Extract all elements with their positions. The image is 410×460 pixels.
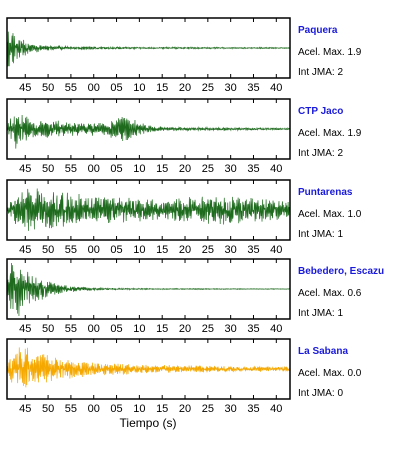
x-tick-label: 55 — [65, 244, 77, 256]
panel-3: 45 50 55 00 05 10 15 20 25 30 35 40 Bebedero, Escazu… — [6, 258, 384, 335]
x-tick-label: 50 — [42, 323, 54, 335]
x-tick-label: 10 — [133, 244, 145, 256]
x-tick-label: 25 — [202, 323, 214, 335]
station-name: La Sabana — [298, 346, 348, 357]
jma-intensity-text: Int JMA: 2 — [298, 67, 343, 78]
x-tick-label: 40 — [270, 82, 282, 94]
x-tick-label: 40 — [270, 403, 282, 415]
max-acceleration-text: Acel. Max. 0.6 — [298, 288, 362, 299]
x-tick-label: 05 — [110, 244, 122, 256]
x-tick-label: 10 — [133, 323, 145, 335]
x-tick-label: 15 — [156, 163, 168, 175]
x-axis-title: Tiempo (s) — [120, 416, 177, 430]
max-acceleration-text: Acel. Max. 1.9 — [298, 47, 362, 58]
x-tick-label: 15 — [156, 244, 168, 256]
panel-2: 45 50 55 00 05 10 15 20 25 30 35 40 Puntarenas Acel. … — [6, 179, 362, 256]
x-tick-label: 00 — [88, 323, 100, 335]
waveform-3 — [7, 263, 290, 316]
x-tick-label: 15 — [156, 323, 168, 335]
x-tick-label: 10 — [133, 163, 145, 175]
x-tick-label: 55 — [65, 163, 77, 175]
x-tick-label: 55 — [65, 82, 77, 94]
x-tick-label: 35 — [247, 403, 259, 415]
x-tick-label: 00 — [88, 403, 100, 415]
x-tick-label: 50 — [42, 244, 54, 256]
x-tick-label: 05 — [110, 163, 122, 175]
x-tick-label: 25 — [202, 82, 214, 94]
jma-intensity-text: Int JMA: 1 — [298, 308, 343, 319]
x-tick-label: 10 — [133, 82, 145, 94]
x-tick-label: 35 — [247, 163, 259, 175]
panel-frame — [6, 258, 291, 320]
max-acceleration-text: Acel. Max. 1.0 — [298, 209, 362, 220]
x-tick-label: 15 — [156, 403, 168, 415]
x-tick-label: 35 — [247, 323, 259, 335]
x-tick-label: 45 — [19, 163, 31, 175]
x-tick-label: 30 — [225, 244, 237, 256]
x-tick-label: 50 — [42, 82, 54, 94]
x-tick-label: 20 — [179, 82, 191, 94]
max-acceleration-text: Acel. Max. 1.9 — [298, 128, 362, 139]
panel-1: 45 50 55 00 05 10 15 20 25 30 35 40 CTP Jaco Acel. Ma… — [6, 98, 362, 175]
x-tick-label: 45 — [19, 244, 31, 256]
x-tick-label: 20 — [179, 244, 191, 256]
x-tick-label: 05 — [110, 82, 122, 94]
x-tick-label: 30 — [225, 323, 237, 335]
panel-frame — [6, 98, 291, 160]
max-acceleration-text: Acel. Max. 0.0 — [298, 368, 362, 379]
x-tick-label: 25 — [202, 163, 214, 175]
x-tick-label: 45 — [19, 323, 31, 335]
x-tick-label: 20 — [179, 163, 191, 175]
waveform-0 — [7, 31, 290, 67]
x-tick-label: 25 — [202, 403, 214, 415]
jma-intensity-text: Int JMA: 2 — [298, 148, 343, 159]
x-tick-label: 20 — [179, 323, 191, 335]
panel-4: 45 50 55 00 05 10 15 20 25 30 35 40 La Sabana Acel. M… — [6, 338, 362, 415]
x-tick-label: 00 — [88, 82, 100, 94]
x-tick-label: 05 — [110, 403, 122, 415]
x-tick-label: 35 — [247, 244, 259, 256]
x-tick-label: 50 — [42, 403, 54, 415]
x-tick-label: 30 — [225, 82, 237, 94]
panels-group: 45 50 55 00 05 10 15 20 25 30 35 40 Paquera Acel. Max… — [6, 17, 384, 415]
station-name: Bebedero, Escazu — [298, 266, 384, 277]
x-tick-label: 00 — [88, 163, 100, 175]
x-tick-label: 35 — [247, 82, 259, 94]
waveform-4 — [7, 347, 290, 388]
x-tick-label: 30 — [225, 403, 237, 415]
x-tick-label: 40 — [270, 244, 282, 256]
x-tick-label: 05 — [110, 323, 122, 335]
panel-0: 45 50 55 00 05 10 15 20 25 30 35 40 Paquera Acel. Max… — [6, 17, 362, 94]
panel-frame — [6, 179, 291, 241]
jma-intensity-text: Int JMA: 0 — [298, 388, 343, 399]
x-tick-label: 10 — [133, 403, 145, 415]
jma-intensity-text: Int JMA: 1 — [298, 229, 343, 240]
x-tick-label: 45 — [19, 403, 31, 415]
x-tick-label: 45 — [19, 82, 31, 94]
x-tick-label: 40 — [270, 323, 282, 335]
waveform-1 — [7, 114, 290, 149]
panel-frame — [6, 338, 291, 400]
x-tick-label: 25 — [202, 244, 214, 256]
station-name: Paquera — [298, 25, 338, 36]
x-tick-label: 30 — [225, 163, 237, 175]
x-tick-label: 55 — [65, 403, 77, 415]
station-name: Puntarenas — [298, 187, 353, 198]
station-name: CTP Jaco — [298, 106, 343, 117]
panel-frame — [6, 17, 291, 79]
x-tick-label: 55 — [65, 323, 77, 335]
x-tick-label: 40 — [270, 163, 282, 175]
x-tick-label: 15 — [156, 82, 168, 94]
x-tick-label: 50 — [42, 163, 54, 175]
waveform-2 — [7, 188, 290, 231]
x-tick-label: 00 — [88, 244, 100, 256]
x-tick-label: 20 — [179, 403, 191, 415]
